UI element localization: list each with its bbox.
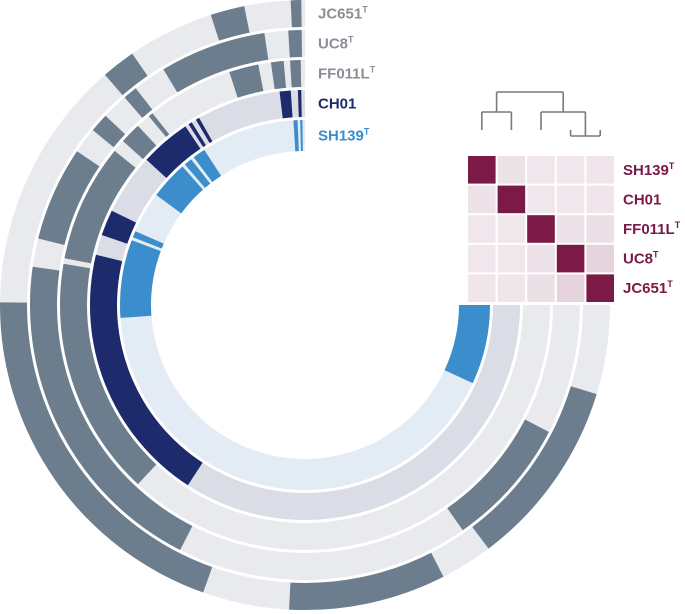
ring-segment-sh139-6 bbox=[120, 240, 161, 318]
heatmap-label-sh139: SH139T bbox=[623, 161, 675, 179]
heatmap-cell bbox=[527, 185, 555, 214]
ring-segment-sh139-0 bbox=[300, 120, 303, 152]
ring-segment-jc651-1 bbox=[210, 6, 250, 41]
heatmap-cell bbox=[527, 274, 555, 302]
ring-segment-jc651-5 bbox=[472, 386, 597, 549]
similarity-heatmap bbox=[468, 156, 614, 302]
ring-segment-sh139-1 bbox=[293, 120, 299, 152]
heatmap-cell bbox=[468, 185, 496, 214]
ring-segment-sh139-5 bbox=[132, 231, 164, 249]
ring-label-ch01: CH01 bbox=[318, 96, 356, 113]
ring-labels: JC651T UC8T FF011LT CH01 SH139T bbox=[318, 5, 376, 145]
ring-segment-ff011l-1 bbox=[270, 60, 286, 90]
ring-segment-sh139-2 bbox=[193, 149, 222, 183]
heatmap-cell bbox=[497, 244, 526, 273]
ring-segment-ff011l-0 bbox=[290, 60, 302, 88]
ring-label-jc651: JC651T bbox=[318, 5, 368, 23]
ring-segment-ch01-5 bbox=[101, 210, 137, 244]
ring-segment-uc8-4 bbox=[38, 151, 100, 245]
heatmap-cell bbox=[527, 156, 555, 184]
heatmap-cell bbox=[497, 185, 526, 214]
ring-segment-ff011l-4 bbox=[122, 125, 157, 160]
ring-segment-ff011l-2 bbox=[229, 64, 264, 98]
ring-segment-jc651-4 bbox=[289, 552, 444, 610]
ring-label-ff011l: FF011LT bbox=[318, 65, 376, 83]
heatmap-cell bbox=[497, 156, 526, 184]
ring-segment-uc8-1 bbox=[163, 33, 269, 93]
heatmap-cell bbox=[556, 244, 585, 273]
dendrogram bbox=[480, 91, 602, 137]
ring-segment-jc651-0 bbox=[290, 0, 302, 28]
heatmap-cell bbox=[556, 215, 585, 243]
heatmap-cell bbox=[468, 156, 496, 184]
ring-segment-sh139-3 bbox=[184, 159, 211, 188]
ring-segment-ch01-3 bbox=[188, 122, 206, 147]
heatmap-cell bbox=[556, 156, 585, 184]
heatmap-label-uc8: UC8T bbox=[623, 250, 659, 268]
heatmap-label-ff011l: FF011LT bbox=[623, 220, 681, 238]
ring-segment-uc8-5 bbox=[30, 266, 193, 551]
ring-label-uc8: UC8T bbox=[318, 35, 354, 53]
heatmap-cell bbox=[527, 215, 555, 243]
heatmap-labels: SH139T CH01 FF011LT UC8T JC651T bbox=[623, 161, 681, 297]
heatmap-label-jc651: JC651T bbox=[623, 279, 673, 297]
ring-segment-jc651-2 bbox=[104, 53, 148, 96]
heatmap-cell bbox=[556, 274, 585, 302]
ring-segment-uc8-6 bbox=[447, 419, 549, 531]
ring-label-sh139: SH139T bbox=[318, 127, 370, 145]
ring-segment-ff011l-3 bbox=[148, 113, 170, 138]
heatmap-cell bbox=[586, 215, 614, 243]
heatmap-cell bbox=[468, 244, 496, 273]
heatmap-cell bbox=[497, 215, 526, 243]
ring-segment-ch01-1 bbox=[279, 90, 293, 119]
ring-segment-ch01-4 bbox=[146, 126, 201, 178]
heatmap-cell bbox=[586, 185, 614, 214]
ring-segment-sh139-7 bbox=[444, 305, 490, 384]
ring-segment-ff011l-6 bbox=[59, 263, 157, 485]
heatmap-cell bbox=[497, 274, 526, 302]
ring-segment-ch01-2 bbox=[195, 117, 213, 144]
ring-segment-uc8-3 bbox=[92, 115, 126, 148]
heatmap-cell bbox=[586, 244, 614, 273]
ring-segment-ch01-0 bbox=[297, 90, 302, 118]
ring-segment-ff011l-5 bbox=[64, 150, 136, 264]
heatmap-cell bbox=[556, 185, 585, 214]
heatmap-cell bbox=[468, 215, 496, 243]
ring-segments bbox=[0, 0, 597, 610]
heatmap-cell bbox=[527, 244, 555, 273]
heatmap-label-ch01: CH01 bbox=[623, 191, 661, 208]
ring-segment-sh139-4 bbox=[156, 166, 203, 214]
heatmap-cell bbox=[586, 156, 614, 184]
ring-segment-uc8-0 bbox=[288, 30, 302, 58]
ring-segment-jc651-3 bbox=[0, 302, 213, 593]
heatmap-cell bbox=[586, 274, 614, 302]
ring-segment-ch01-6 bbox=[90, 254, 203, 486]
heatmap-cell bbox=[468, 274, 496, 302]
ring-segment-uc8-2 bbox=[124, 88, 153, 118]
